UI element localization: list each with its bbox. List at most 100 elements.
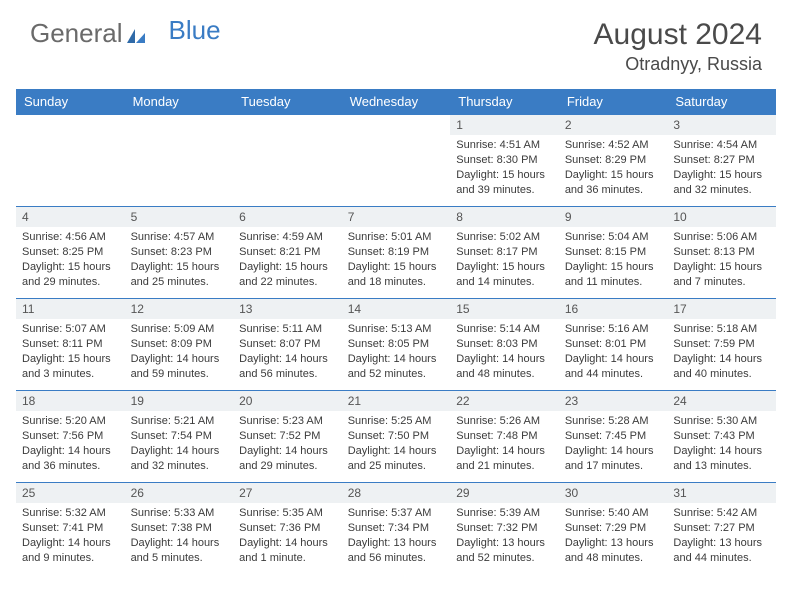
day-cell: 30Sunrise: 5:40 AMSunset: 7:29 PMDayligh…: [559, 483, 668, 575]
day-body: Sunrise: 5:28 AMSunset: 7:45 PMDaylight:…: [559, 411, 668, 477]
sunrise-text: Sunrise: 5:14 AM: [456, 322, 553, 337]
day-number: 25: [16, 483, 125, 503]
col-header: Sunday: [16, 89, 125, 115]
sunset-text: Sunset: 7:41 PM: [22, 521, 119, 536]
sunset-text: Sunset: 7:54 PM: [131, 429, 228, 444]
day-body: Sunrise: 4:52 AMSunset: 8:29 PMDaylight:…: [559, 135, 668, 201]
daylight-text: Daylight: 14 hours and 1 minute.: [239, 536, 336, 566]
calendar-table: SundayMondayTuesdayWednesdayThursdayFrid…: [16, 89, 776, 575]
day-number: 22: [450, 391, 559, 411]
day-cell: 8Sunrise: 5:02 AMSunset: 8:17 PMDaylight…: [450, 207, 559, 299]
page-header: General Blue August 2024 Otradnyy, Russi…: [0, 0, 792, 83]
day-number: 31: [667, 483, 776, 503]
day-number: 5: [125, 207, 234, 227]
sunset-text: Sunset: 7:32 PM: [456, 521, 553, 536]
day-number: 19: [125, 391, 234, 411]
sunrise-text: Sunrise: 5:06 AM: [673, 230, 770, 245]
table-row: 1Sunrise: 4:51 AMSunset: 8:30 PMDaylight…: [16, 115, 776, 207]
day-body: Sunrise: 5:32 AMSunset: 7:41 PMDaylight:…: [16, 503, 125, 569]
day-cell: [342, 115, 451, 207]
sunset-text: Sunset: 8:13 PM: [673, 245, 770, 260]
day-cell: 29Sunrise: 5:39 AMSunset: 7:32 PMDayligh…: [450, 483, 559, 575]
day-cell: 24Sunrise: 5:30 AMSunset: 7:43 PMDayligh…: [667, 391, 776, 483]
brand-logo: General Blue: [30, 18, 221, 49]
sunset-text: Sunset: 7:45 PM: [565, 429, 662, 444]
daylight-text: Daylight: 15 hours and 25 minutes.: [131, 260, 228, 290]
day-cell: 10Sunrise: 5:06 AMSunset: 8:13 PMDayligh…: [667, 207, 776, 299]
sunrise-text: Sunrise: 5:04 AM: [565, 230, 662, 245]
day-body: Sunrise: 4:57 AMSunset: 8:23 PMDaylight:…: [125, 227, 234, 293]
sunrise-text: Sunrise: 5:30 AM: [673, 414, 770, 429]
day-number: 13: [233, 299, 342, 319]
sunrise-text: Sunrise: 5:40 AM: [565, 506, 662, 521]
day-number: 3: [667, 115, 776, 135]
sunrise-text: Sunrise: 5:32 AM: [22, 506, 119, 521]
daylight-text: Daylight: 14 hours and 9 minutes.: [22, 536, 119, 566]
daylight-text: Daylight: 15 hours and 7 minutes.: [673, 260, 770, 290]
sunset-text: Sunset: 8:01 PM: [565, 337, 662, 352]
daylight-text: Daylight: 14 hours and 13 minutes.: [673, 444, 770, 474]
sunset-text: Sunset: 7:38 PM: [131, 521, 228, 536]
day-cell: [16, 115, 125, 207]
calendar-head: SundayMondayTuesdayWednesdayThursdayFrid…: [16, 89, 776, 115]
sunset-text: Sunset: 7:27 PM: [673, 521, 770, 536]
sunset-text: Sunset: 7:34 PM: [348, 521, 445, 536]
table-row: 18Sunrise: 5:20 AMSunset: 7:56 PMDayligh…: [16, 391, 776, 483]
day-cell: 15Sunrise: 5:14 AMSunset: 8:03 PMDayligh…: [450, 299, 559, 391]
sunset-text: Sunset: 7:52 PM: [239, 429, 336, 444]
daylight-text: Daylight: 15 hours and 14 minutes.: [456, 260, 553, 290]
sunset-text: Sunset: 8:09 PM: [131, 337, 228, 352]
daylight-text: Daylight: 14 hours and 25 minutes.: [348, 444, 445, 474]
col-header: Saturday: [667, 89, 776, 115]
day-body: Sunrise: 5:42 AMSunset: 7:27 PMDaylight:…: [667, 503, 776, 569]
daylight-text: Daylight: 13 hours and 52 minutes.: [456, 536, 553, 566]
day-cell: 22Sunrise: 5:26 AMSunset: 7:48 PMDayligh…: [450, 391, 559, 483]
day-cell: 27Sunrise: 5:35 AMSunset: 7:36 PMDayligh…: [233, 483, 342, 575]
day-number: 27: [233, 483, 342, 503]
day-cell: 3Sunrise: 4:54 AMSunset: 8:27 PMDaylight…: [667, 115, 776, 207]
day-number: 8: [450, 207, 559, 227]
table-row: 25Sunrise: 5:32 AMSunset: 7:41 PMDayligh…: [16, 483, 776, 575]
daylight-text: Daylight: 14 hours and 29 minutes.: [239, 444, 336, 474]
daylight-text: Daylight: 14 hours and 56 minutes.: [239, 352, 336, 382]
daylight-text: Daylight: 15 hours and 22 minutes.: [239, 260, 336, 290]
location-label: Otradnyy, Russia: [594, 54, 762, 75]
day-number: 14: [342, 299, 451, 319]
day-cell: 25Sunrise: 5:32 AMSunset: 7:41 PMDayligh…: [16, 483, 125, 575]
day-cell: 31Sunrise: 5:42 AMSunset: 7:27 PMDayligh…: [667, 483, 776, 575]
day-cell: 1Sunrise: 4:51 AMSunset: 8:30 PMDaylight…: [450, 115, 559, 207]
day-body: Sunrise: 5:07 AMSunset: 8:11 PMDaylight:…: [16, 319, 125, 385]
day-body: Sunrise: 5:13 AMSunset: 8:05 PMDaylight:…: [342, 319, 451, 385]
day-cell: 18Sunrise: 5:20 AMSunset: 7:56 PMDayligh…: [16, 391, 125, 483]
title-block: August 2024 Otradnyy, Russia: [594, 18, 762, 75]
sunrise-text: Sunrise: 5:21 AM: [131, 414, 228, 429]
day-number: 18: [16, 391, 125, 411]
daylight-text: Daylight: 14 hours and 17 minutes.: [565, 444, 662, 474]
sunrise-text: Sunrise: 4:52 AM: [565, 138, 662, 153]
sunrise-text: Sunrise: 5:39 AM: [456, 506, 553, 521]
sunset-text: Sunset: 8:30 PM: [456, 153, 553, 168]
sunrise-text: Sunrise: 5:02 AM: [456, 230, 553, 245]
sunset-text: Sunset: 7:50 PM: [348, 429, 445, 444]
sail-icon: [125, 21, 147, 39]
day-cell: 5Sunrise: 4:57 AMSunset: 8:23 PMDaylight…: [125, 207, 234, 299]
day-body: Sunrise: 5:02 AMSunset: 8:17 PMDaylight:…: [450, 227, 559, 293]
day-body: Sunrise: 5:21 AMSunset: 7:54 PMDaylight:…: [125, 411, 234, 477]
col-header: Friday: [559, 89, 668, 115]
sunset-text: Sunset: 7:43 PM: [673, 429, 770, 444]
sunrise-text: Sunrise: 5:25 AM: [348, 414, 445, 429]
calendar-body: 1Sunrise: 4:51 AMSunset: 8:30 PMDaylight…: [16, 115, 776, 575]
day-number: 7: [342, 207, 451, 227]
daylight-text: Daylight: 14 hours and 40 minutes.: [673, 352, 770, 382]
daylight-text: Daylight: 14 hours and 44 minutes.: [565, 352, 662, 382]
sunset-text: Sunset: 8:21 PM: [239, 245, 336, 260]
sunrise-text: Sunrise: 5:33 AM: [131, 506, 228, 521]
sunset-text: Sunset: 7:56 PM: [22, 429, 119, 444]
day-body: Sunrise: 5:09 AMSunset: 8:09 PMDaylight:…: [125, 319, 234, 385]
sunrise-text: Sunrise: 4:51 AM: [456, 138, 553, 153]
sunset-text: Sunset: 8:25 PM: [22, 245, 119, 260]
col-header: Wednesday: [342, 89, 451, 115]
table-row: 11Sunrise: 5:07 AMSunset: 8:11 PMDayligh…: [16, 299, 776, 391]
day-number: 23: [559, 391, 668, 411]
day-body: Sunrise: 5:01 AMSunset: 8:19 PMDaylight:…: [342, 227, 451, 293]
